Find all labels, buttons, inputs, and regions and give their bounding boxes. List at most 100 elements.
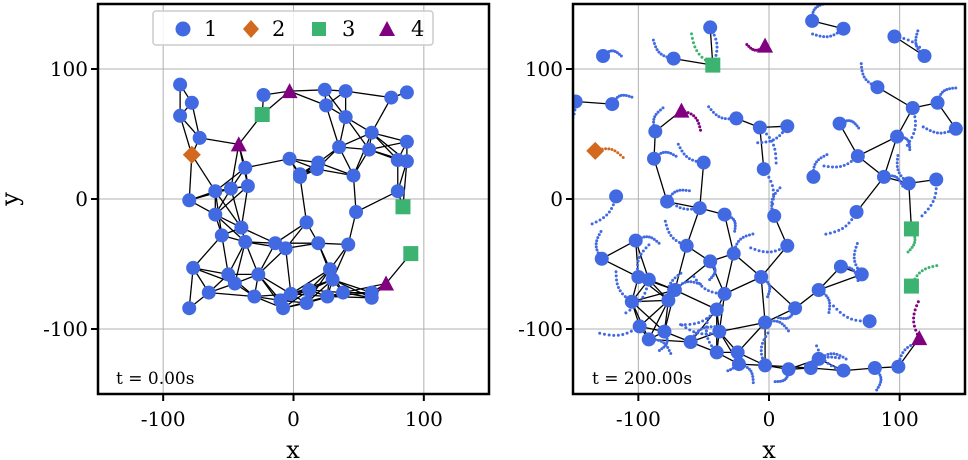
trajectory-dot — [772, 143, 776, 147]
trajectory-dot — [696, 331, 700, 335]
point-series-1 — [870, 80, 885, 95]
trajectory-dot — [686, 280, 690, 284]
trajectory-dot — [907, 140, 911, 144]
trajectory-dot — [671, 236, 675, 240]
point-series-1 — [208, 184, 223, 199]
trajectory-dot — [921, 125, 925, 129]
trajectory-dot — [771, 188, 775, 192]
trajectory-dot — [705, 333, 709, 337]
trajectory-dot — [655, 48, 659, 52]
trajectory-dot — [684, 326, 688, 330]
trajectory-dot — [671, 192, 675, 196]
trajectory-dot — [695, 49, 699, 53]
trajectory-dot — [817, 158, 821, 162]
trajectory-dot — [750, 372, 754, 376]
legend-marker-3 — [312, 22, 326, 36]
trajectory-dot — [657, 348, 661, 352]
trajectory-dot — [782, 324, 786, 328]
grid-left — [98, 4, 489, 394]
trajectory-dot — [695, 119, 699, 123]
trajectory-dot — [638, 299, 642, 303]
point-series-1 — [876, 169, 891, 184]
legend-label-2: 2 — [272, 17, 285, 41]
trajectory-dot — [769, 250, 773, 254]
trajectory-dot — [680, 149, 684, 153]
trajectory-dot — [714, 53, 718, 57]
trajectory-dot — [658, 108, 662, 112]
trajectory-dot — [913, 241, 917, 245]
point-series-1 — [251, 267, 266, 282]
point-series-1 — [709, 302, 724, 317]
trajectory-dot — [705, 325, 709, 329]
trajectory-dot — [895, 164, 899, 168]
trajectory-dot — [916, 47, 920, 51]
trajectory-dot — [760, 341, 764, 345]
trajectory-dot — [909, 343, 913, 347]
x-tick-label: -100 — [141, 407, 186, 431]
point-series-1 — [767, 208, 782, 223]
trajectory-dot — [635, 267, 639, 271]
point-series-1 — [729, 111, 744, 126]
trajectory-dot — [757, 249, 761, 253]
point-series-1 — [349, 205, 364, 219]
point-series-1 — [332, 140, 347, 154]
point-series-1 — [683, 335, 698, 349]
panel-left: -100 0 100 -100 0 100 t = 0.00s x y 1 2 3 4 — [0, 2, 491, 460]
trajectory-dot — [667, 348, 671, 352]
network-edge — [402, 161, 408, 207]
network-edge — [290, 268, 331, 295]
point-series-2 — [182, 145, 201, 164]
trajectory-dot — [816, 4, 820, 8]
trajectory-dot — [709, 325, 713, 329]
trajectory-dot — [816, 348, 820, 352]
trajectory-dot — [862, 75, 866, 79]
trajectory-dot — [827, 298, 831, 302]
trajectory-dot — [906, 38, 910, 42]
trajectory-dot — [914, 41, 918, 45]
point-series-1 — [805, 13, 820, 28]
network-edge — [345, 90, 392, 99]
trajectory-dot — [636, 263, 640, 267]
trajectory-dot — [699, 327, 703, 331]
network-edge — [240, 185, 249, 228]
trajectory-dot — [916, 29, 920, 33]
trajectory-dot — [618, 289, 622, 293]
point-series-1 — [173, 108, 188, 123]
trajectory-dot — [773, 147, 777, 151]
point-series-1 — [309, 162, 324, 177]
point-series-1 — [887, 29, 902, 44]
point-series-1 — [679, 238, 694, 253]
trajectory-dot — [835, 352, 839, 356]
point-series-1 — [628, 233, 643, 248]
trajectory-dot — [612, 333, 616, 337]
trajectory-dot — [689, 32, 693, 36]
trajectory-dot — [912, 132, 916, 136]
trajectory-dot — [749, 369, 753, 373]
trajectory-dot — [659, 339, 663, 343]
trajectory-dot — [826, 296, 830, 300]
trajectory-dot — [651, 38, 655, 42]
trajectory-dot — [708, 331, 712, 335]
network-edge — [214, 185, 249, 216]
trajectory-dot — [915, 304, 919, 308]
trajectory-dot — [778, 186, 782, 190]
trajectory-dot — [698, 125, 702, 129]
trajectory-dot — [659, 151, 663, 155]
trajectory-dot — [849, 159, 853, 163]
network-edge — [325, 105, 340, 148]
point-series-1 — [929, 172, 944, 187]
trajectory-dot — [876, 385, 880, 389]
trajectory-dot — [739, 237, 743, 241]
point-series-1 — [276, 301, 291, 316]
trajectory-dot — [760, 352, 764, 356]
point-series-1 — [609, 189, 624, 204]
trajectory-dot — [853, 249, 857, 253]
trajectory-dot — [853, 259, 857, 263]
trajectory-dot — [935, 131, 939, 135]
trajectory-dot — [747, 367, 751, 371]
point-series-1 — [867, 361, 882, 375]
trajectory-dot — [616, 333, 620, 337]
network-edge — [245, 158, 290, 169]
network-edge — [192, 234, 223, 269]
